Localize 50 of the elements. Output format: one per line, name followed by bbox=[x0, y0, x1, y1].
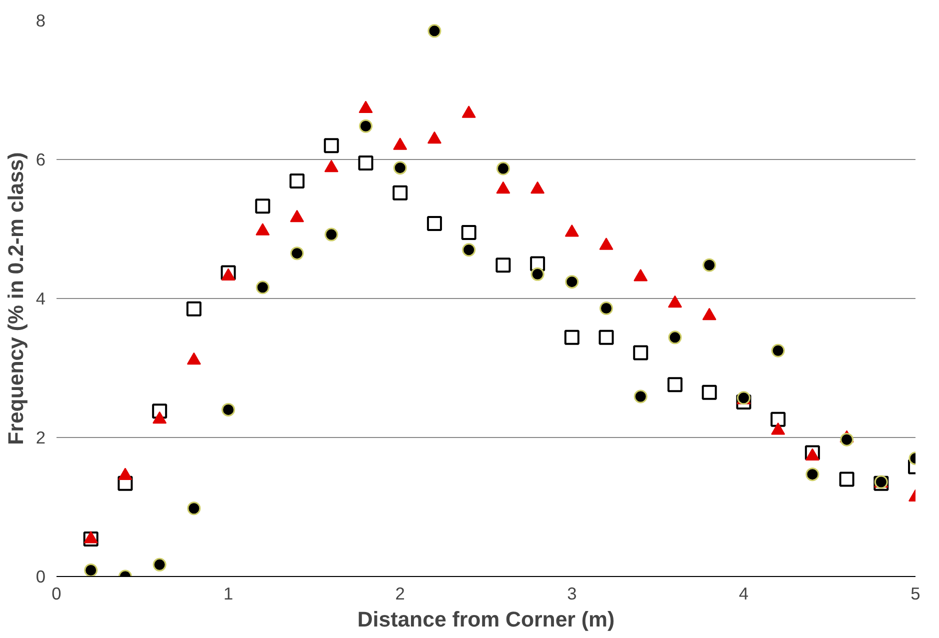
point bbox=[806, 468, 820, 482]
point bbox=[702, 384, 717, 400]
point bbox=[600, 301, 614, 315]
point bbox=[598, 330, 614, 345]
y-axis-title: Frequency (% in 0.2-m class) bbox=[4, 152, 28, 445]
point bbox=[462, 243, 476, 257]
point bbox=[565, 275, 579, 289]
x-tick-label: 1 bbox=[223, 584, 234, 604]
point bbox=[256, 280, 270, 294]
y-tick-label: 0 bbox=[36, 566, 46, 586]
point bbox=[771, 344, 785, 358]
point bbox=[461, 224, 476, 240]
y-tick-label: 6 bbox=[36, 150, 46, 170]
point bbox=[186, 301, 202, 316]
point bbox=[633, 345, 648, 360]
point bbox=[530, 267, 544, 281]
point bbox=[393, 161, 407, 175]
point bbox=[702, 258, 716, 272]
y-tick-label: 4 bbox=[36, 288, 46, 308]
point bbox=[840, 432, 854, 446]
x-tick-label: 2 bbox=[395, 584, 405, 604]
point bbox=[255, 198, 270, 214]
x-tick-label: 0 bbox=[52, 584, 62, 604]
x-tick-label: 5 bbox=[910, 584, 920, 604]
x-tick-label: 4 bbox=[738, 584, 749, 604]
point bbox=[428, 24, 442, 38]
point bbox=[187, 502, 201, 516]
point bbox=[152, 558, 166, 572]
point bbox=[290, 246, 304, 260]
point bbox=[84, 564, 98, 576]
point bbox=[290, 174, 305, 189]
point bbox=[839, 472, 854, 487]
point bbox=[392, 185, 408, 200]
point bbox=[668, 330, 682, 344]
x-tick-label: 3 bbox=[567, 584, 577, 604]
point bbox=[496, 258, 511, 273]
point bbox=[634, 390, 648, 404]
point bbox=[564, 330, 580, 345]
point bbox=[770, 412, 786, 427]
point bbox=[324, 228, 338, 242]
point bbox=[667, 377, 682, 392]
y-tick-label: 2 bbox=[36, 428, 46, 448]
point bbox=[358, 119, 372, 133]
point bbox=[324, 138, 339, 154]
x-axis-title: Distance from Corner (m) bbox=[357, 608, 615, 632]
point bbox=[496, 162, 510, 176]
point bbox=[426, 216, 442, 231]
y-tick-label: 8 bbox=[36, 10, 46, 30]
point bbox=[222, 402, 236, 416]
point bbox=[358, 155, 374, 170]
